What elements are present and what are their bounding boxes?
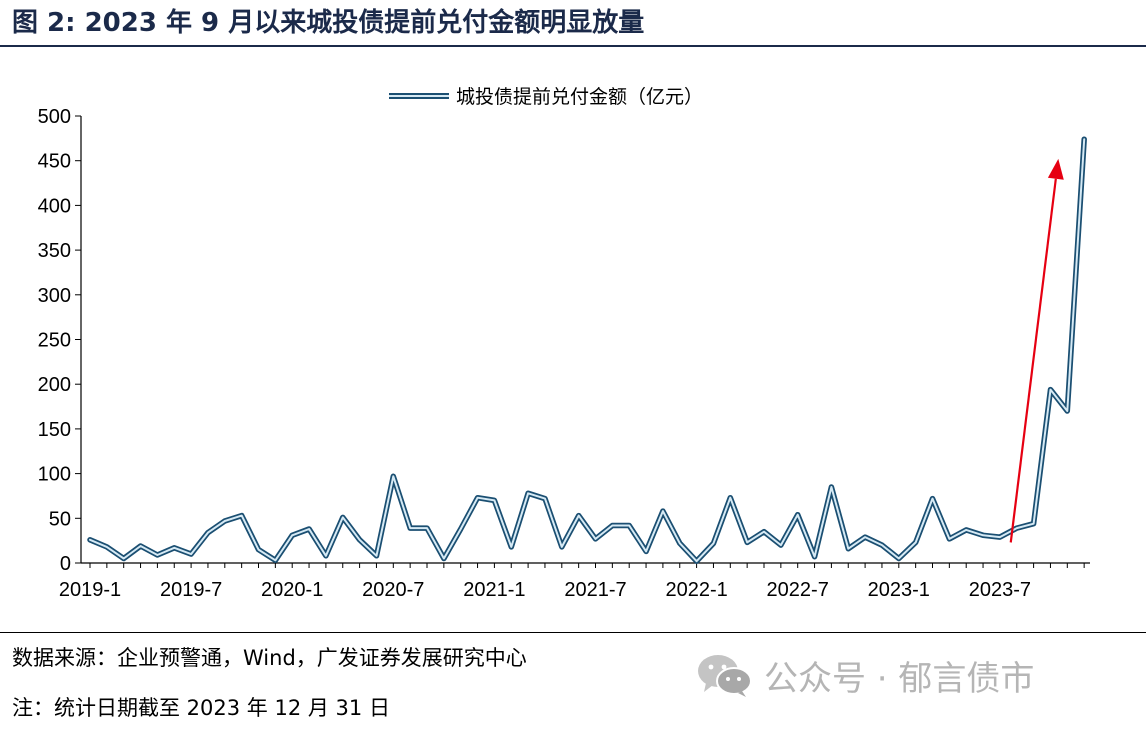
data-source: 数据来源：企业预警通，Wind，广发证券发展研究中心 xyxy=(12,646,527,670)
x-tick-label: 2020-1 xyxy=(261,579,323,601)
chart-annotations xyxy=(1009,158,1064,543)
watermark-text: 公众号 · 郁言债市 xyxy=(764,658,1035,699)
wechat-icon xyxy=(698,655,752,697)
x-tick-label: 2021-1 xyxy=(463,579,525,601)
x-tick-label: 2021-7 xyxy=(564,579,626,601)
footer-divider xyxy=(0,632,1146,633)
y-tick-label: 400 xyxy=(38,195,71,217)
y-tick-label: 450 xyxy=(38,151,71,173)
series-line xyxy=(89,138,1086,563)
x-tick-label: 2023-7 xyxy=(969,579,1031,601)
y-tick-label: 200 xyxy=(38,374,71,396)
line-chart: 城投债提前兑付金额（亿元） 0 50 100 150 200 250 300 350 400 45… xyxy=(38,86,1090,601)
footnote: 注：统计日期截至 2023 年 12 月 31 日 xyxy=(12,696,390,720)
page-title: 图 2: 2023 年 9 月以来城投债提前兑付金额明显放量 xyxy=(12,8,645,38)
chart-axes: 0 50 100 150 200 250 300 350 400 450 500 2019-1 2019… xyxy=(38,106,1090,601)
legend-label: 城投债提前兑付金额（亿元） xyxy=(456,86,703,108)
y-tick-label: 0 xyxy=(60,553,71,575)
x-tick-label: 2022-1 xyxy=(665,579,727,601)
x-tick-label: 2022-7 xyxy=(767,579,829,601)
y-tick-label: 50 xyxy=(49,508,71,530)
chart-legend: 城投债提前兑付金额（亿元） xyxy=(389,86,703,108)
x-tick-label: 2019-7 xyxy=(160,579,222,601)
watermark: 公众号 · 郁言债市 xyxy=(696,650,1034,700)
trend-arrow-head xyxy=(1047,158,1064,180)
y-tick-label: 100 xyxy=(38,464,71,486)
y-tick-label: 300 xyxy=(38,285,71,307)
y-tick-label: 350 xyxy=(38,240,71,262)
y-tick-label: 250 xyxy=(38,330,71,352)
x-tick-label: 2019-1 xyxy=(59,579,121,601)
x-tick-label: 2023-1 xyxy=(868,579,930,601)
trend-arrow-shaft xyxy=(1009,178,1057,543)
x-tick-label: 2020-7 xyxy=(362,579,424,601)
series-line-outline xyxy=(87,136,1087,564)
chart-series xyxy=(87,136,1087,564)
y-tick-label: 150 xyxy=(38,419,71,441)
title-divider xyxy=(0,45,1146,47)
y-tick-label: 500 xyxy=(38,106,71,128)
